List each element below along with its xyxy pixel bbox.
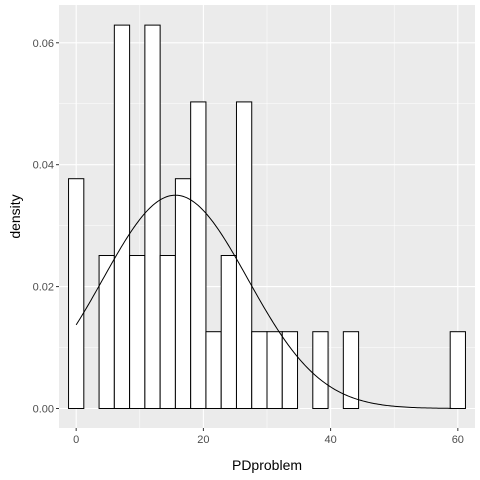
histogram-bar (98, 255, 115, 409)
y-axis: 0.00 0.02 0.04 0.06 (33, 38, 59, 415)
histogram-bar (251, 331, 268, 409)
x-tick-label: 40 (324, 434, 336, 446)
y-tick-label: 0.02 (33, 282, 54, 294)
histogram-bar (220, 255, 237, 409)
histogram-bar (159, 255, 176, 409)
histogram-bar (312, 331, 329, 409)
histogram-bar (235, 101, 253, 409)
histogram-bar (68, 178, 85, 409)
histogram-bar (449, 331, 466, 409)
histogram-bar (144, 24, 161, 409)
histogram-bar (190, 101, 207, 409)
y-tick-label: 0.06 (33, 38, 54, 50)
x-axis-title: PDproblem (232, 457, 302, 473)
x-tick-label: 0 (73, 434, 79, 446)
x-tick-label: 60 (452, 434, 464, 446)
y-axis-title: density (7, 194, 23, 238)
y-tick-label: 0.00 (33, 403, 54, 415)
histogram-bar (266, 331, 283, 409)
x-axis: 0 20 40 60 (73, 428, 464, 446)
x-tick-label: 20 (197, 434, 209, 446)
histogram-bar (113, 24, 131, 409)
histogram-bar (281, 331, 299, 409)
histogram-bar (342, 331, 360, 409)
histogram-bar (129, 255, 146, 409)
histogram-bar (174, 178, 192, 409)
histogram-bars (68, 24, 466, 409)
y-tick-label: 0.04 (33, 160, 54, 172)
histogram-bar (205, 331, 222, 409)
density-curve (75, 194, 452, 409)
